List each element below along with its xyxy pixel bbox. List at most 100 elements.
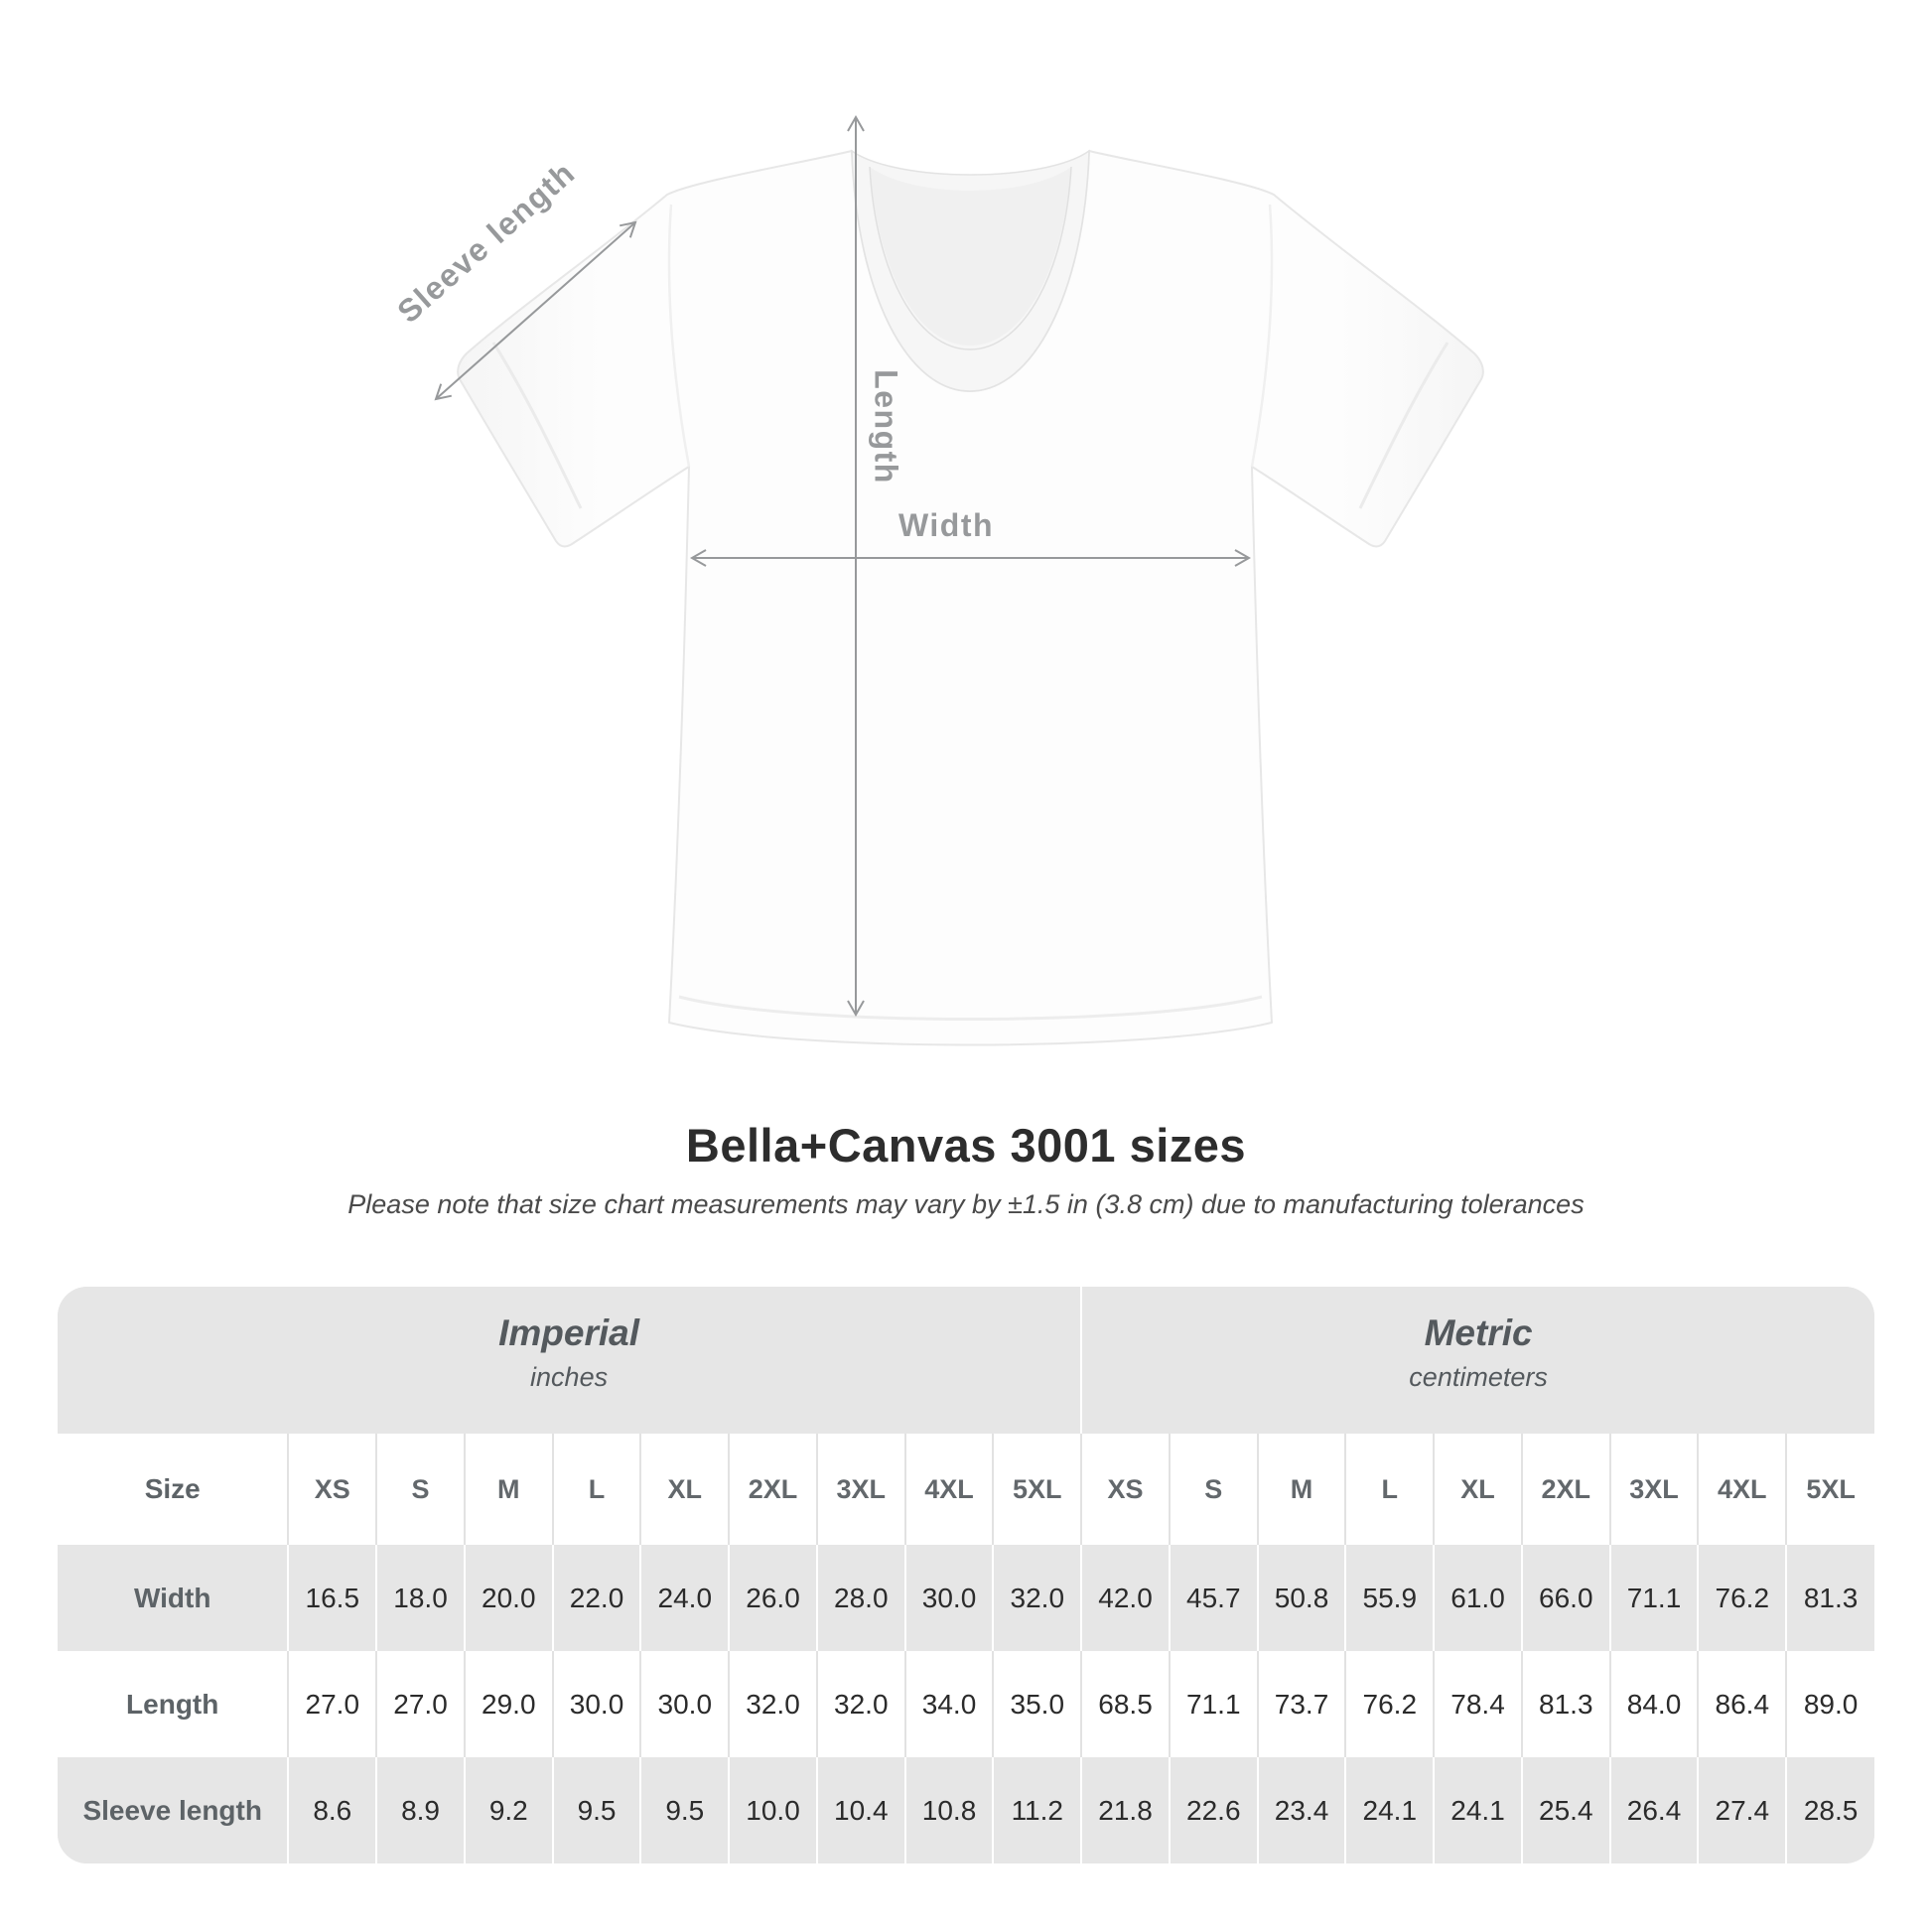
unit-group-unit: inches	[530, 1362, 609, 1392]
size-column-label: Size	[58, 1434, 289, 1545]
size-value: 35.0	[992, 1651, 1082, 1757]
size-value: 27.4	[1697, 1757, 1787, 1863]
measure-row-width: Width 16.5 18.0 20.0 22.0 24.0 26.0 28.0 30.0 32.…	[58, 1545, 1874, 1651]
size-column-header: 4XL	[903, 1434, 994, 1545]
size-value: 89.0	[1785, 1651, 1874, 1757]
tshirt-body	[457, 150, 1484, 1046]
size-value: 32.0	[992, 1545, 1082, 1651]
size-value: 76.2	[1697, 1545, 1787, 1651]
size-value: 28.0	[815, 1545, 905, 1651]
size-column-header: XS	[287, 1434, 377, 1545]
size-value: 27.0	[287, 1651, 377, 1757]
size-column-header: 2XL	[1520, 1434, 1610, 1545]
size-value: 32.0	[815, 1651, 905, 1757]
size-value: 84.0	[1608, 1651, 1699, 1757]
size-value: 30.0	[903, 1545, 994, 1651]
width-label: Width	[898, 507, 994, 543]
size-value: 26.4	[1608, 1757, 1699, 1863]
size-value: 45.7	[1168, 1545, 1258, 1651]
size-value: 10.4	[815, 1757, 905, 1863]
hem-fold	[678, 995, 1263, 1021]
size-column-header: S	[375, 1434, 465, 1545]
size-value: 61.0	[1433, 1545, 1522, 1651]
size-value: 26.0	[728, 1545, 817, 1651]
size-value: 55.9	[1344, 1545, 1435, 1651]
size-column-header: XL	[1433, 1434, 1522, 1545]
unit-group-imperial: Imperial inches	[58, 1287, 1082, 1434]
size-value: 42.0	[1080, 1545, 1170, 1651]
left-sleeve-seam	[667, 204, 691, 468]
size-value: 32.0	[728, 1651, 817, 1757]
size-column-header: S	[1168, 1434, 1258, 1545]
size-value: 8.9	[375, 1757, 465, 1863]
size-column-header: 3XL	[1608, 1434, 1699, 1545]
size-value: 9.5	[551, 1757, 641, 1863]
size-value: 73.7	[1256, 1651, 1346, 1757]
size-value: 18.0	[375, 1545, 465, 1651]
size-header-row: Size XS S M L XL 2XL 3XL 4XL 5XL XS S M L XL 2XL 3XL 4XL 5…	[58, 1434, 1874, 1545]
unit-group-title: Imperial	[498, 1312, 640, 1353]
size-value: 28.5	[1785, 1757, 1874, 1863]
tolerance-note: Please note that size chart measurements…	[347, 1189, 1585, 1219]
size-value: 24.0	[639, 1545, 730, 1651]
length-label: Length	[869, 369, 904, 484]
collar-ribbing-edge	[869, 166, 1072, 350]
size-value: 9.2	[463, 1757, 553, 1863]
size-value: 10.8	[903, 1757, 994, 1863]
size-column-header: 2XL	[728, 1434, 817, 1545]
size-value: 78.4	[1433, 1651, 1522, 1757]
size-table-container: Imperial inches Metric centimeters Size XS S M L…	[58, 1287, 1874, 1863]
size-column-header: XS	[1080, 1434, 1170, 1545]
measure-row-label: Width	[58, 1545, 289, 1651]
size-value: 71.1	[1168, 1651, 1258, 1757]
collar-inner-shadow	[870, 167, 1071, 345]
measure-row-label: Sleeve length	[58, 1757, 289, 1863]
right-cuff-fold	[1358, 342, 1449, 509]
unit-group-title: Metric	[1424, 1312, 1533, 1353]
size-value: 22.6	[1168, 1757, 1258, 1863]
size-column-header: M	[463, 1434, 553, 1545]
size-value: 24.1	[1433, 1757, 1522, 1863]
size-table: Imperial inches Metric centimeters Size XS S M L…	[58, 1287, 1874, 1863]
size-column-header: L	[551, 1434, 641, 1545]
size-column-header: 4XL	[1697, 1434, 1787, 1545]
size-value: 66.0	[1520, 1545, 1610, 1651]
size-value: 30.0	[551, 1651, 641, 1757]
unit-group-metric: Metric centimeters	[1080, 1287, 1874, 1434]
size-value: 50.8	[1256, 1545, 1346, 1651]
measure-row-sleeve-length: Sleeve length 8.6 8.9 9.2 9.5 9.5 10.0 10.4 10.8…	[58, 1757, 1874, 1863]
size-value: 16.5	[287, 1545, 377, 1651]
size-column-header: 3XL	[815, 1434, 905, 1545]
size-value: 76.2	[1344, 1651, 1435, 1757]
size-value: 20.0	[463, 1545, 553, 1651]
tshirt-diagram: Sleeve length Length Width	[390, 0, 1484, 1046]
tshirt-image	[457, 149, 1484, 1046]
size-value: 71.1	[1608, 1545, 1699, 1651]
measure-row-length: Length 27.0 27.0 29.0 30.0 30.0 32.0 32.0 34.0 35…	[58, 1651, 1874, 1757]
unit-group-unit: centimeters	[1409, 1362, 1548, 1392]
size-value: 34.0	[903, 1651, 994, 1757]
size-value: 10.0	[728, 1757, 817, 1863]
size-value: 9.5	[639, 1757, 730, 1863]
size-column-header: 5XL	[992, 1434, 1082, 1545]
size-value: 81.3	[1785, 1545, 1874, 1651]
measure-row-label: Length	[58, 1651, 289, 1757]
page-title: Bella+Canvas 3001 sizes	[685, 1119, 1247, 1172]
size-column-header: M	[1256, 1434, 1346, 1545]
size-value: 30.0	[639, 1651, 730, 1757]
size-value: 11.2	[992, 1757, 1082, 1863]
size-value: 27.0	[375, 1651, 465, 1757]
size-value: 25.4	[1520, 1757, 1610, 1863]
size-value: 86.4	[1697, 1651, 1787, 1757]
size-value: 21.8	[1080, 1757, 1170, 1863]
size-value: 81.3	[1520, 1651, 1610, 1757]
size-value: 68.5	[1080, 1651, 1170, 1757]
size-value: 8.6	[287, 1757, 377, 1863]
size-value: 24.1	[1344, 1757, 1435, 1863]
size-value: 22.0	[551, 1545, 641, 1651]
heading-block: Bella+Canvas 3001 sizes Please note that…	[0, 1118, 1932, 1220]
size-value: 23.4	[1256, 1757, 1346, 1863]
size-column-header: L	[1344, 1434, 1435, 1545]
size-column-header: XL	[639, 1434, 730, 1545]
